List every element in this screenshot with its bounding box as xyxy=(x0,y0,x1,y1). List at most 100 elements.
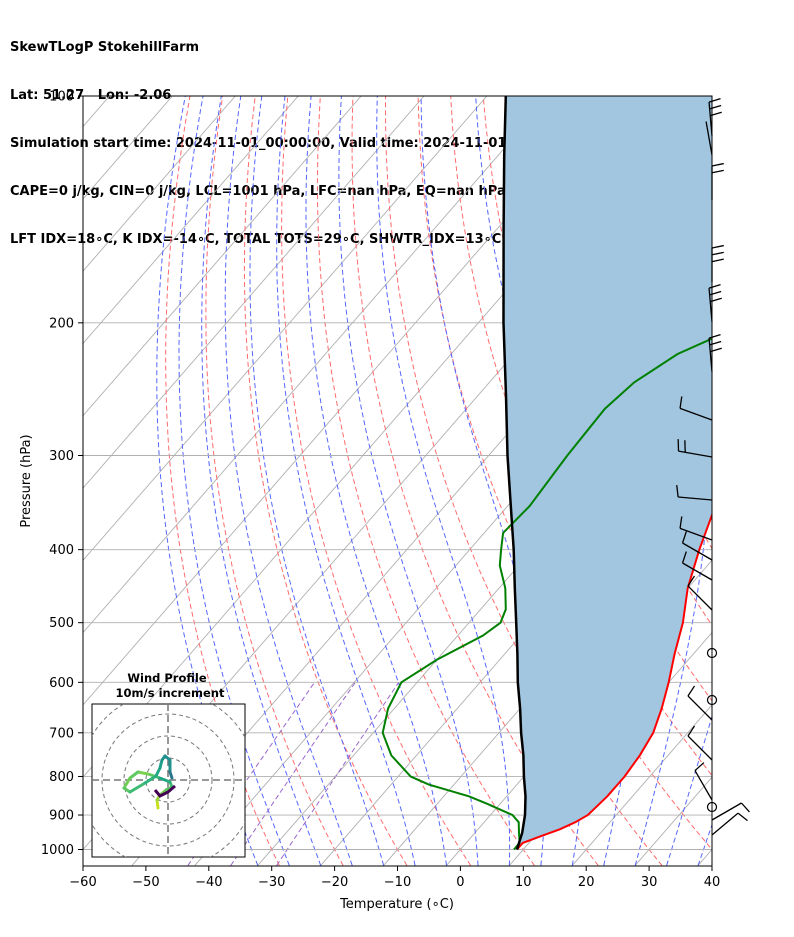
moist-adiabat-line xyxy=(376,96,511,866)
y-tick-label: 200 xyxy=(49,316,74,331)
dewpoint-line xyxy=(381,337,712,851)
wind-barb-flag xyxy=(740,802,750,813)
moist-adiabat-line xyxy=(305,96,447,866)
dry-adiabat-line xyxy=(281,96,472,866)
x-tick-label: −60 xyxy=(69,875,96,890)
dry-adiabat-line xyxy=(385,96,663,866)
isotherm-line xyxy=(83,96,236,272)
hodograph-trace-segment xyxy=(136,770,150,776)
hodograph-ring xyxy=(145,757,191,803)
dry-adiabat-line xyxy=(744,96,794,866)
wind-barb-flag xyxy=(711,244,724,249)
x-tick-label: 40 xyxy=(704,875,721,890)
wind-barb-flag xyxy=(711,162,724,167)
cin-shaded-area xyxy=(503,96,712,850)
hodograph-trace-segment xyxy=(128,781,147,794)
hodograph-trace-segment xyxy=(122,776,132,790)
dry-adiabat-line xyxy=(243,96,408,866)
y-tick-label: 900 xyxy=(49,809,74,824)
x-axis-ticks: −60 −50 −40 −30 −20 −10 0 10 20 30 40 xyxy=(69,866,720,890)
wind-barb-staff xyxy=(694,770,713,801)
y-tick-label: 800 xyxy=(49,770,74,785)
x-tick-label: 0 xyxy=(456,875,464,890)
hodograph-trace-segment xyxy=(143,774,158,785)
hodograph-plot xyxy=(92,704,245,857)
hodograph-trace-low xyxy=(153,784,176,798)
wind-barb-flag xyxy=(679,516,683,529)
x-tick-label: −40 xyxy=(195,875,222,890)
wind-barb-staff xyxy=(711,802,742,821)
dry-adiabat-line xyxy=(710,96,712,101)
wind-barb-flag xyxy=(679,396,683,409)
wind-barb-staff xyxy=(679,407,713,421)
isotherm-line xyxy=(571,704,712,866)
dry-adiabat-line xyxy=(316,96,535,866)
moist-adiabat-line xyxy=(338,96,479,866)
wind-barb-flag xyxy=(681,551,687,564)
wind-barb-flag xyxy=(711,169,724,174)
moist-adiabat-line xyxy=(178,96,290,866)
wind-barb-staff xyxy=(682,562,713,581)
wind-barb-flag xyxy=(681,531,687,544)
y-tick-label: 300 xyxy=(49,449,74,464)
y-tick-label: 1000 xyxy=(41,843,74,858)
x-tick-label: −50 xyxy=(132,875,159,890)
cin-shading xyxy=(503,96,712,850)
wind-barb-flag xyxy=(676,485,679,498)
wind-barb-staff xyxy=(687,695,713,721)
wind-barb-flag xyxy=(687,725,696,737)
x-tick-label: 30 xyxy=(641,875,658,890)
wind-barb-flag xyxy=(708,284,721,289)
isotherm-line xyxy=(383,487,712,866)
wind-barb-staff xyxy=(678,450,713,458)
wind-barb-staff xyxy=(711,812,739,836)
hodograph-ring xyxy=(123,735,213,825)
sounding-profiles xyxy=(381,96,712,851)
wind-barb-flag xyxy=(711,258,724,263)
wind-barb-flag xyxy=(708,98,721,103)
y-tick-label: 100 xyxy=(49,90,74,105)
hodograph-trace-segment xyxy=(168,770,174,780)
isotherm-line xyxy=(83,96,488,561)
wind-barb-staff xyxy=(682,542,713,561)
wind-barb-flag xyxy=(711,251,724,256)
dry-adiabat-line xyxy=(777,96,794,866)
moist-adiabat-line xyxy=(249,96,385,866)
mixing-ratio-line xyxy=(230,682,356,866)
x-axis-label: Temperature (∘C) xyxy=(339,897,454,912)
isotherm-line xyxy=(83,96,614,706)
x-tick-label: 10 xyxy=(515,875,532,890)
y-tick-label: 400 xyxy=(49,543,74,558)
x-tick-label: 20 xyxy=(578,875,595,890)
isotherm-line xyxy=(83,96,299,345)
dry-adiabat-line xyxy=(165,96,280,866)
y-axis-label: Pressure (hPa) xyxy=(19,434,34,527)
isotherm-line xyxy=(83,96,551,634)
wind-barb-flag xyxy=(737,812,748,822)
isotherm-line xyxy=(83,96,425,489)
y-tick-label: 600 xyxy=(49,676,74,691)
y-tick-label: 500 xyxy=(49,616,74,631)
wind-barb-flag xyxy=(694,762,705,772)
wind-barb-staff xyxy=(679,527,713,541)
wind-barb-staff xyxy=(687,585,713,611)
hodograph-trace-segment xyxy=(128,770,140,780)
wind-barb-flag xyxy=(708,334,721,339)
x-tick-label: −10 xyxy=(384,875,411,890)
isotherm-line xyxy=(83,96,362,417)
wind-barb-flag xyxy=(687,575,696,587)
chart-title-indices: LFT IDX=18∘C, K IDX=-14∘C, TOTAL TOTS=29… xyxy=(10,232,502,247)
moist-adiabat-line xyxy=(730,96,794,866)
moist-adiabat-line xyxy=(201,96,322,866)
hodograph-subtitle: 10m/s increment xyxy=(116,686,225,700)
moist-adiabat-line xyxy=(224,96,353,866)
wind-barb-staff xyxy=(705,121,713,156)
chart-title-station: SkewTLogP StokehillFarm xyxy=(10,40,200,55)
wind-barb-flag xyxy=(687,685,696,697)
y-tick-label: 700 xyxy=(49,726,74,741)
temperature-line xyxy=(516,512,712,851)
wind-barb-staff xyxy=(687,735,713,761)
y-axis-ticks: 1000 900 800 700 600 500 400 300 200 100 xyxy=(41,90,83,858)
wind-profile-hodograph: Wind Profile 10m/s increment xyxy=(91,671,246,858)
